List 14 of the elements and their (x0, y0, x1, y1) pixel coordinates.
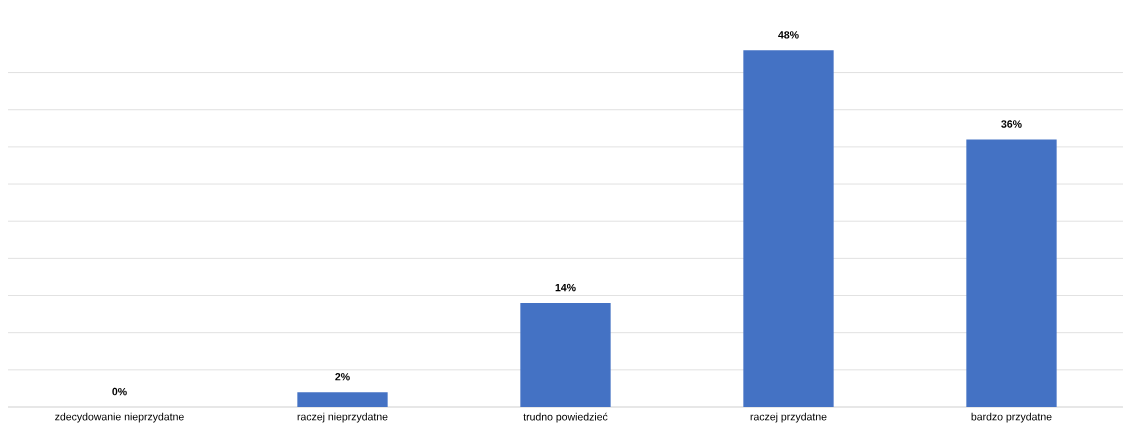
data-label: 36% (1001, 120, 1022, 128)
x-tick-label: zdecydowanie nieprzydatne (55, 412, 184, 423)
x-tick-label: bardzo przydatne (971, 412, 1052, 423)
x-tick-label: raczej przydatne (750, 412, 827, 423)
bar (520, 302, 611, 407)
data-label: 48% (778, 31, 799, 39)
bar (297, 392, 388, 407)
bar (743, 50, 834, 407)
data-label: 2% (335, 373, 350, 381)
x-tick-label: raczej nieprzydatne (297, 412, 388, 423)
x-tick-label: trudno powiedzieć (523, 412, 608, 423)
bar (966, 139, 1057, 407)
data-label: 0% (112, 387, 127, 396)
data-label: 14% (555, 283, 576, 292)
